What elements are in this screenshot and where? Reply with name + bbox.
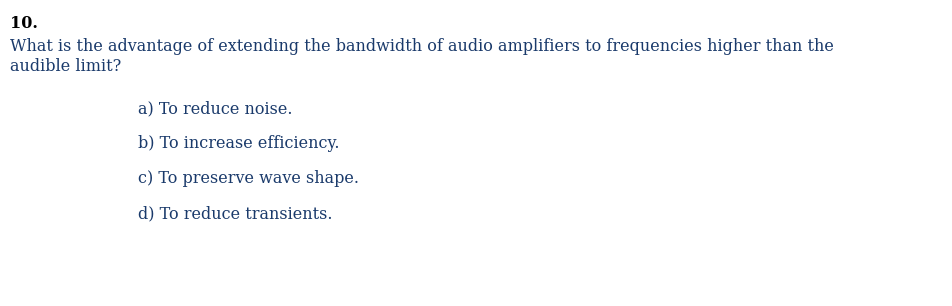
Text: a) To reduce noise.: a) To reduce noise. xyxy=(138,100,292,117)
Text: d) To reduce transients.: d) To reduce transients. xyxy=(138,205,332,222)
Text: What is the advantage of extending the bandwidth of audio amplifiers to frequenc: What is the advantage of extending the b… xyxy=(10,38,833,55)
Text: 10.: 10. xyxy=(10,15,37,32)
Text: c) To preserve wave shape.: c) To preserve wave shape. xyxy=(138,170,359,187)
Text: audible limit?: audible limit? xyxy=(10,58,121,75)
Text: b) To increase efficiency.: b) To increase efficiency. xyxy=(138,135,339,152)
